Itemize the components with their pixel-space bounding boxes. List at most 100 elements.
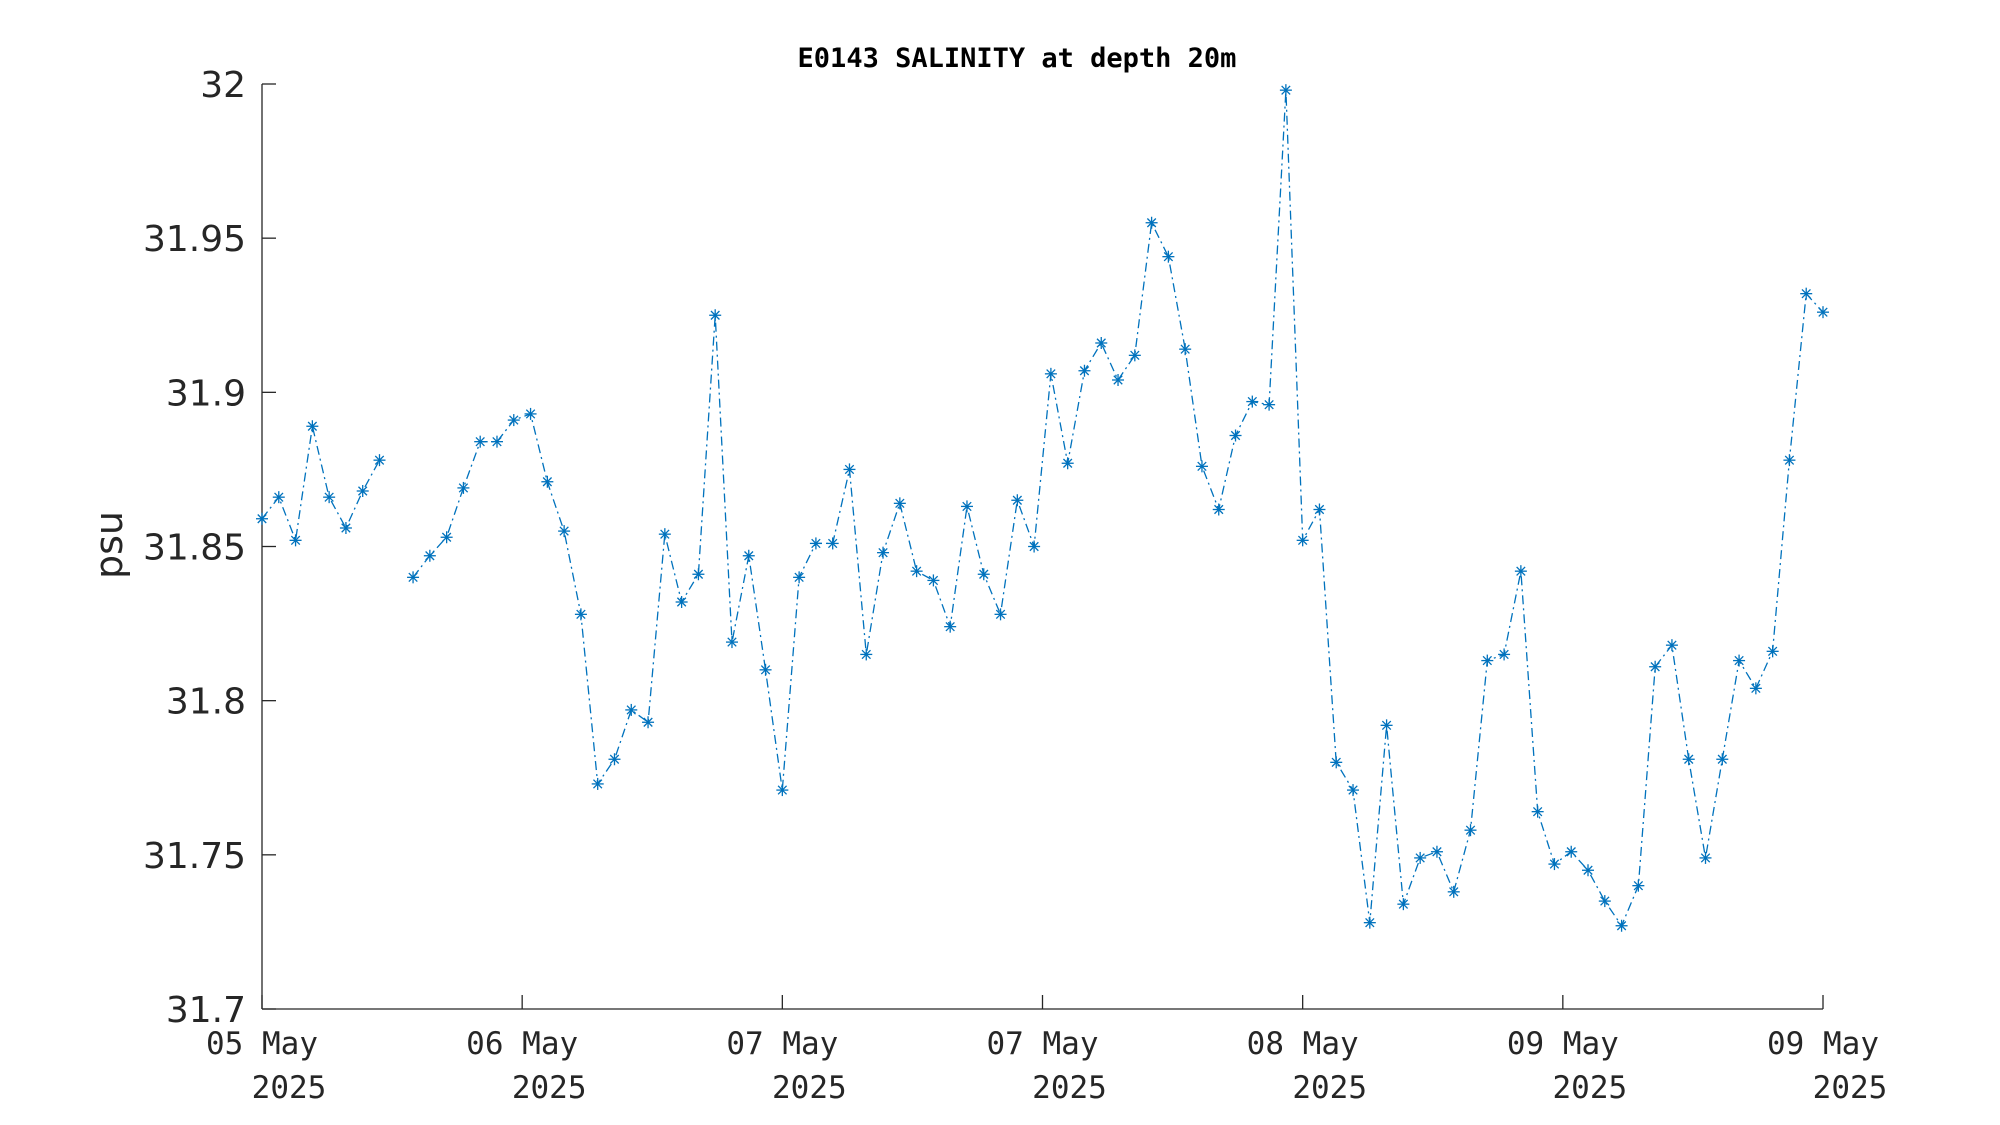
y-tick-label: 31.75 <box>143 836 246 877</box>
data-point <box>1145 216 1158 229</box>
data-point <box>1665 639 1678 652</box>
data-point <box>1430 845 1443 858</box>
x-tick-label-day: 09 May <box>1507 1026 1619 1062</box>
data-point <box>1783 454 1796 467</box>
data-point <box>1179 343 1192 356</box>
data-point <box>759 663 772 676</box>
data-point <box>1447 885 1460 898</box>
data-point <box>1749 682 1762 695</box>
data-point <box>1028 540 1041 553</box>
data-point <box>1481 654 1494 667</box>
data-point <box>339 522 352 534</box>
data-point <box>440 531 453 544</box>
data-point <box>1699 851 1712 864</box>
data-point <box>1112 374 1125 386</box>
data-point <box>1766 645 1779 658</box>
data-point <box>608 753 621 766</box>
data-point <box>289 534 302 547</box>
data-point <box>1380 719 1393 732</box>
data-point <box>994 608 1007 621</box>
data-point <box>1044 367 1057 380</box>
data-point <box>1246 395 1259 408</box>
x-tick-label-year: 2025 <box>512 1070 587 1106</box>
data-point <box>373 454 386 467</box>
data-point <box>306 420 319 433</box>
data-point <box>407 571 420 584</box>
y-tick-label: 31.95 <box>143 219 246 260</box>
data-point <box>793 571 806 584</box>
data-point <box>843 463 856 476</box>
x-tick-label-day: 05 May <box>206 1026 318 1062</box>
data-point <box>1565 845 1578 858</box>
data-point <box>1498 648 1511 661</box>
data-point <box>1011 494 1024 507</box>
data-point <box>507 414 520 427</box>
data-point <box>877 546 890 559</box>
data-point <box>541 475 554 488</box>
data-point <box>977 568 990 581</box>
data-point <box>625 703 638 716</box>
data-point <box>927 574 940 587</box>
data-point <box>272 491 285 504</box>
data-point <box>1061 457 1074 470</box>
data-point <box>1733 654 1746 667</box>
data-point <box>457 481 470 494</box>
data-point <box>709 309 722 322</box>
y-axis-label: psu <box>87 511 131 579</box>
y-tick-label: 31.8 <box>166 682 246 723</box>
x-tick-label-day: 06 May <box>466 1026 578 1062</box>
series-salinity <box>256 84 1829 932</box>
data-point <box>256 512 268 525</box>
data-point <box>1162 250 1175 263</box>
x-tick-label-year: 2025 <box>772 1070 847 1106</box>
data-point <box>860 648 873 661</box>
x-tick-label-year: 2025 <box>1032 1070 1107 1106</box>
data-point <box>474 435 487 448</box>
data-point <box>1095 337 1108 349</box>
data-point <box>1649 660 1662 673</box>
data-point <box>1682 753 1695 766</box>
data-point <box>1514 565 1527 578</box>
data-point <box>1330 756 1343 769</box>
y-ticks: 31.7 31.75 31.8 31.85 31.9 31.95 32 <box>143 65 276 1031</box>
y-tick-label: 31.7 <box>166 990 246 1031</box>
data-point <box>1632 879 1645 892</box>
data-point <box>642 716 655 729</box>
data-point <box>558 525 571 538</box>
data-point <box>1548 858 1561 871</box>
data-point <box>356 485 369 497</box>
data-point <box>675 596 688 608</box>
data-point <box>1615 919 1628 932</box>
data-point <box>944 620 957 633</box>
data-point <box>1347 784 1360 797</box>
data-point <box>1229 429 1242 442</box>
data-point <box>1263 398 1276 411</box>
chart-title: E0143 SALINITY at depth 20m <box>798 43 1237 74</box>
data-point <box>1414 851 1427 864</box>
data-point <box>809 537 822 550</box>
data-point <box>1397 898 1410 911</box>
data-point <box>692 568 705 581</box>
y-tick-label: 31.9 <box>166 373 246 414</box>
x-tick-label-day: 08 May <box>1247 1026 1359 1062</box>
data-point <box>1800 287 1813 300</box>
series-line <box>412 90 1824 928</box>
data-point <box>323 491 336 504</box>
data-point <box>1582 864 1595 877</box>
data-point <box>1195 460 1208 473</box>
data-point <box>1598 895 1611 908</box>
x-tick-label-day: 09 May <box>1767 1026 1879 1062</box>
data-point <box>423 549 436 562</box>
data-point <box>1716 753 1729 766</box>
data-point <box>658 528 671 541</box>
data-point <box>960 500 973 513</box>
data-point <box>1817 306 1829 319</box>
x-tick-label-day: 07 May <box>726 1026 838 1062</box>
data-point <box>1212 503 1225 516</box>
data-point <box>776 784 789 797</box>
data-point <box>893 497 906 510</box>
x-tick-label-year: 2025 <box>252 1070 327 1106</box>
data-point <box>524 407 537 420</box>
data-point <box>574 608 587 621</box>
data-point <box>1279 84 1292 97</box>
